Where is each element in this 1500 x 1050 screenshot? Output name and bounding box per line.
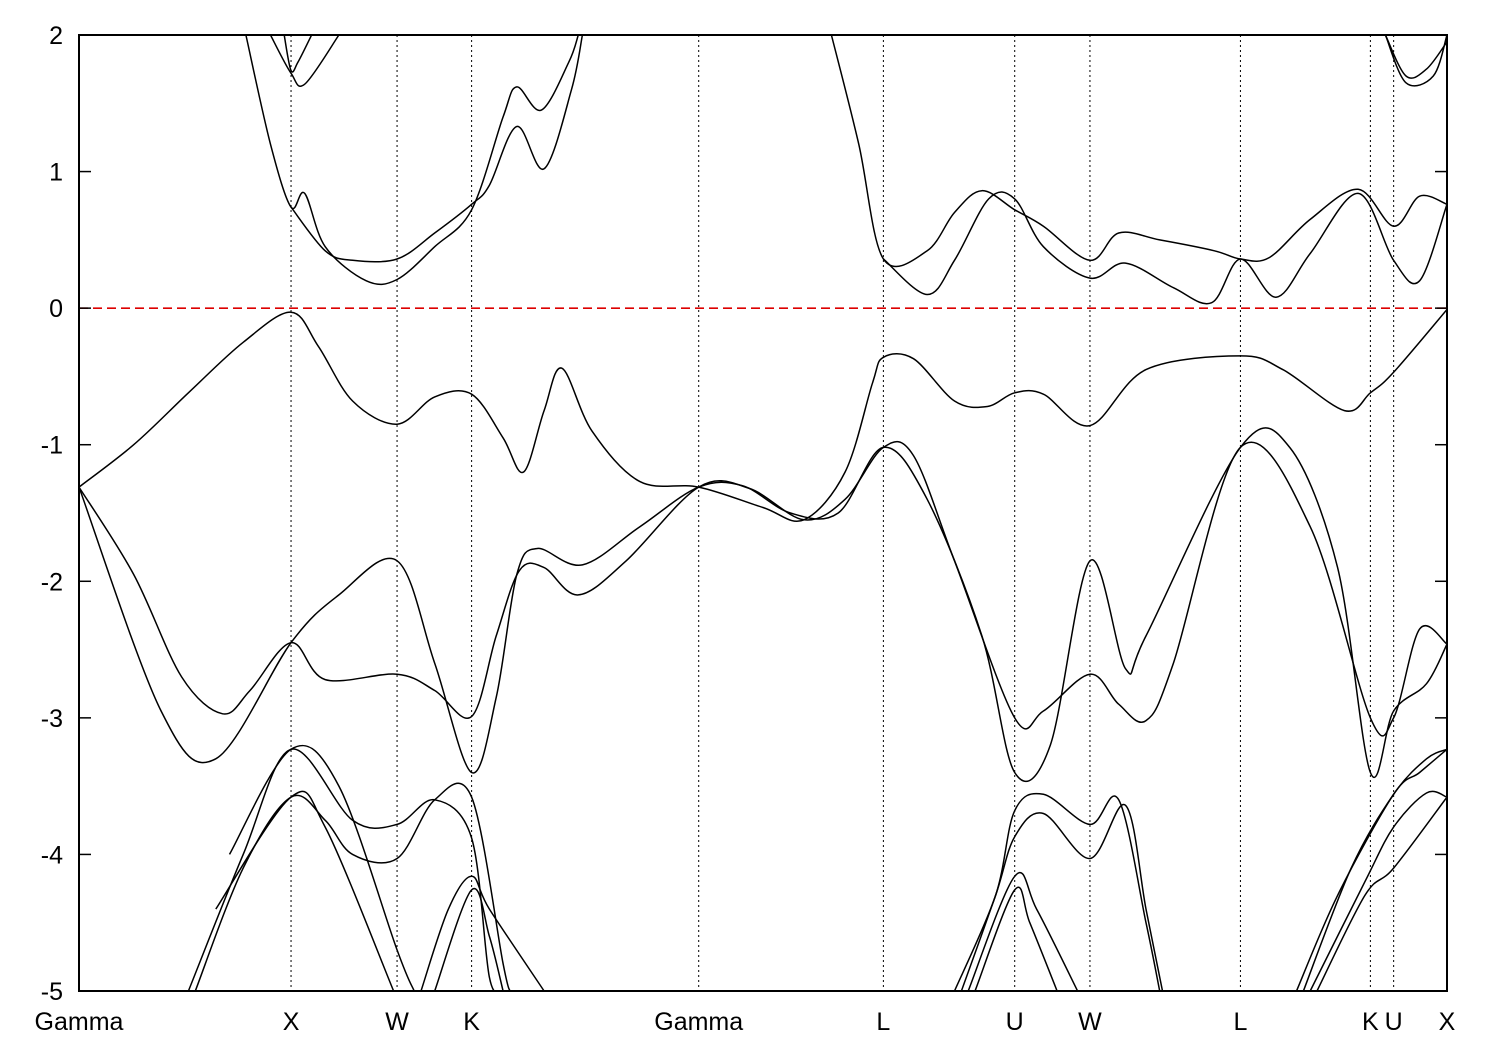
band-line-22 xyxy=(1295,748,1447,991)
y-tick-label: -5 xyxy=(41,978,63,1006)
y-tick-label: -3 xyxy=(41,705,63,733)
y-tick-label: 2 xyxy=(49,22,63,50)
x-tick-label: Gamma xyxy=(654,1008,743,1036)
band-line-19 xyxy=(960,803,1164,991)
y-tick-label: 0 xyxy=(49,295,63,323)
y-tick-label: -4 xyxy=(41,841,63,869)
band-line-13 xyxy=(194,782,511,991)
x-tick-label: X xyxy=(283,1008,300,1036)
x-tick-label: L xyxy=(1233,1008,1247,1036)
band-line-6 xyxy=(283,35,313,73)
y-tick-label: -1 xyxy=(41,432,63,460)
band-line-10 xyxy=(1384,35,1447,79)
band-line-2 xyxy=(79,440,1447,737)
band-line-7 xyxy=(269,35,340,88)
band-line-25 xyxy=(1316,796,1447,991)
x-tick-label: K xyxy=(1362,1008,1379,1036)
plot-frame xyxy=(78,34,1448,992)
kpoint-gridlines xyxy=(290,35,1395,991)
band-line-16 xyxy=(420,875,545,991)
x-tick-label: U xyxy=(1385,1008,1403,1036)
band-line-9 xyxy=(882,191,1447,305)
series-group xyxy=(79,35,1447,991)
band-line-3 xyxy=(79,427,1447,783)
x-tick-label: U xyxy=(1006,1008,1024,1036)
band-line-12 xyxy=(187,748,504,991)
band-line-8 xyxy=(830,35,1447,268)
band-line-21 xyxy=(974,886,1058,991)
x-tick-label: W xyxy=(1078,1008,1102,1036)
band-line-5 xyxy=(245,35,580,286)
y-tick-label: 1 xyxy=(49,159,63,187)
band-line-15 xyxy=(215,790,395,991)
x-tick-label: K xyxy=(463,1008,480,1036)
x-axis-ticks: Gamma X W K Gamma L U W L K U X xyxy=(35,1008,1456,1036)
x-tick-label: Gamma xyxy=(35,1008,124,1036)
x-tick-label: W xyxy=(385,1008,409,1036)
band-line-1 xyxy=(79,309,1447,522)
x-tick-label: L xyxy=(876,1008,890,1036)
band-line-4 xyxy=(290,35,584,263)
band-line-17 xyxy=(433,887,504,991)
band-line-11 xyxy=(1384,35,1447,87)
band-line-14 xyxy=(228,744,415,991)
band-line-24 xyxy=(1309,790,1447,991)
y-tick-label: -2 xyxy=(41,568,63,596)
band-line-23 xyxy=(1302,748,1447,991)
y-axis-ticks: 2 1 0 -1 -2 -3 -4 -5 xyxy=(41,22,1447,1006)
band-line-20 xyxy=(967,871,1079,991)
x-tick-label: X xyxy=(1439,1008,1456,1036)
